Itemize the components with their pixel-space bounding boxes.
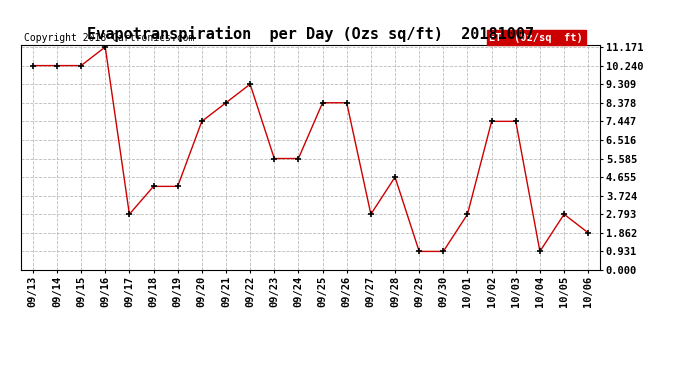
Title: Evapotranspiration  per Day (Ozs sq/ft)  20181007: Evapotranspiration per Day (Ozs sq/ft) 2… <box>87 27 534 42</box>
Text: Copyright 2018 Cartronics.com: Copyright 2018 Cartronics.com <box>23 33 194 43</box>
Text: ET  (0z/sq  ft): ET (0z/sq ft) <box>489 33 583 43</box>
